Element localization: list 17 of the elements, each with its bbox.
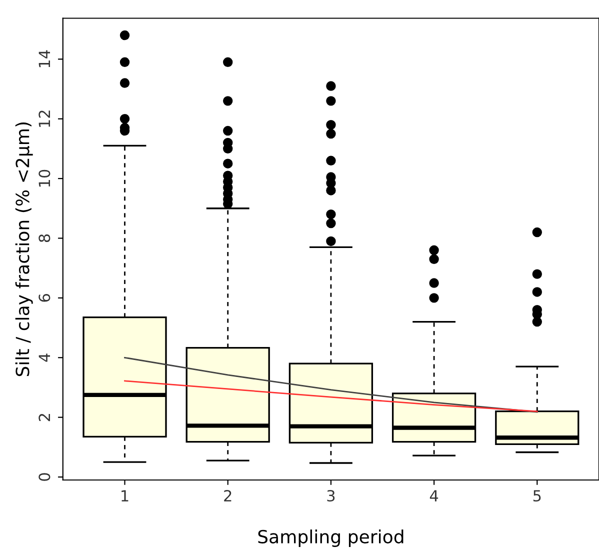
y-tick-label: 0 <box>38 473 50 481</box>
line-series <box>124 380 538 412</box>
x-tick-label: 5 <box>533 490 541 502</box>
y-axis-title: Silt / clay fraction (% <2µm) <box>15 122 33 376</box>
line-series <box>124 356 538 413</box>
x-tick-label: 3 <box>327 490 335 502</box>
y-tick-label: 4 <box>38 354 50 362</box>
y-tick-label: 14 <box>38 50 50 68</box>
y-tick-label: 10 <box>38 170 50 187</box>
y-tick-label: 12 <box>38 110 50 127</box>
y-tick-label: 2 <box>38 414 50 422</box>
x-tick-label: 4 <box>430 490 438 502</box>
y-tick-label: 8 <box>38 234 50 242</box>
x-tick-label: 2 <box>224 490 232 502</box>
x-axis-title: Sampling period <box>258 530 404 547</box>
x-tick-label: 1 <box>122 490 128 502</box>
y-tick-label: 6 <box>38 294 50 302</box>
